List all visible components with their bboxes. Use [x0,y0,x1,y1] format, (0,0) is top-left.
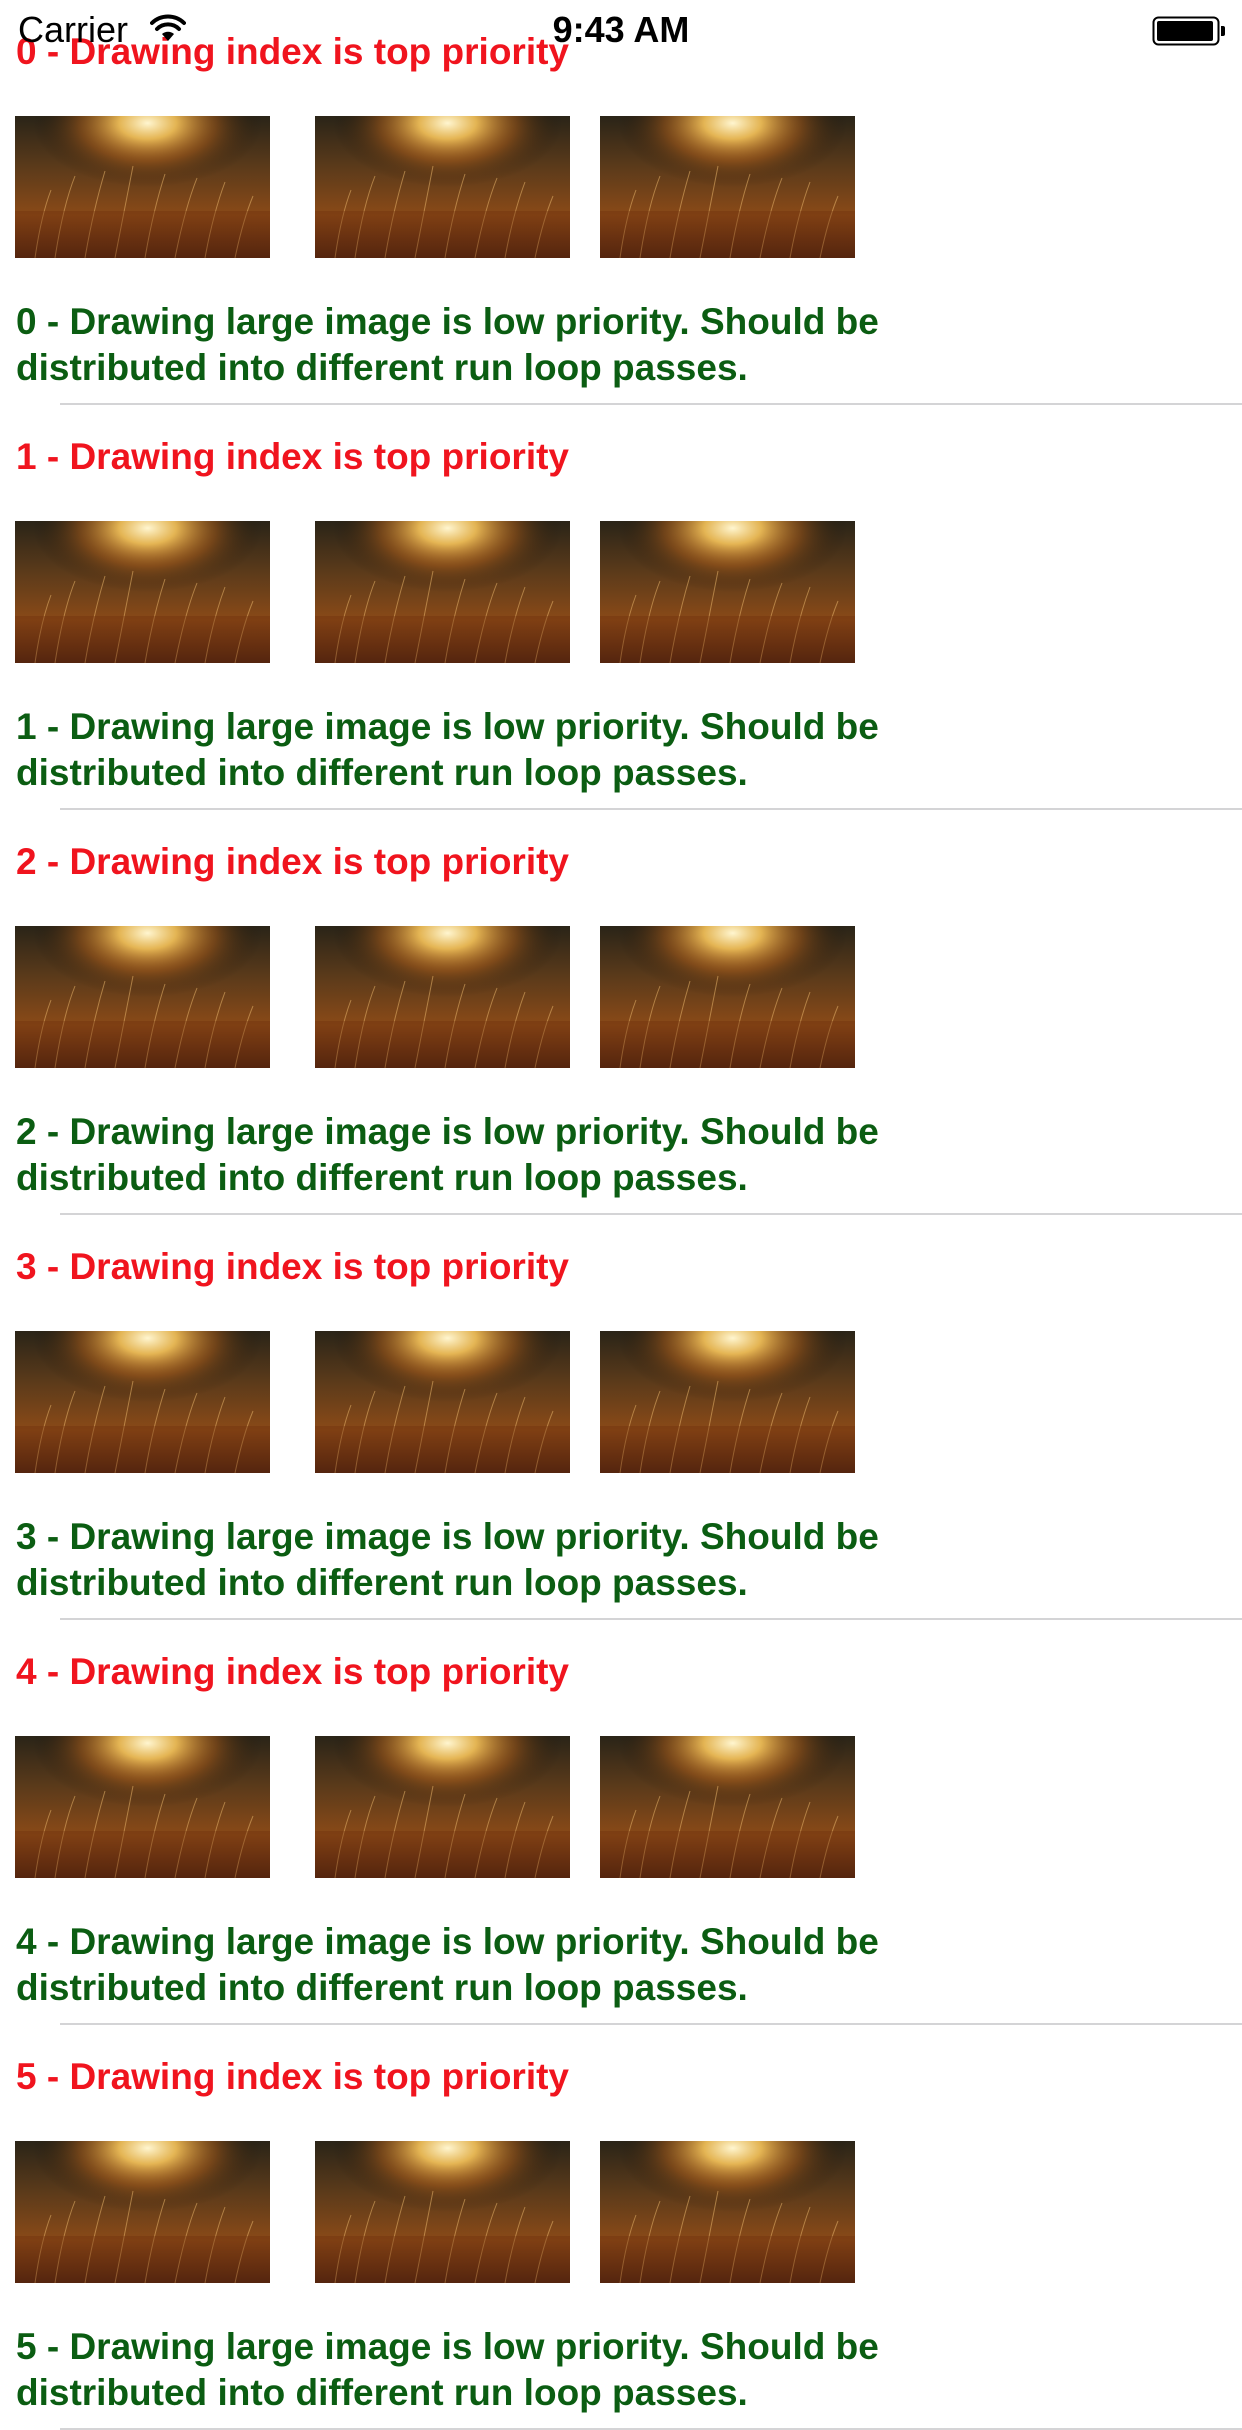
wheat-photo [15,1736,270,1878]
table-row[interactable]: 5 - Drawing index is top priority [0,2025,1242,2430]
cell-description: 0 - Drawing large image is low priority.… [16,301,879,388]
wheat-photo [315,116,570,258]
wheat-photo [315,521,570,663]
battery-icon [1152,16,1226,46]
cell-description: 3 - Drawing large image is low priority.… [16,1516,879,1603]
row-separator [60,403,1242,405]
wheat-photo [600,116,855,258]
wheat-photo [315,1331,570,1473]
cell-description: 2 - Drawing large image is low priority.… [16,1111,879,1198]
cell-description: 5 - Drawing large image is low priority.… [16,2326,879,2413]
wheat-photo [315,2141,570,2283]
row-separator [60,808,1242,810]
cell-description: 1 - Drawing large image is low priority.… [16,706,879,793]
cell-title: 3 - Drawing index is top priority [16,1246,570,1287]
cell-title: 0 - Drawing index is top priority [16,31,570,72]
wheat-photo [600,521,855,663]
status-bar: Carrier 9:43 AM [0,0,1242,60]
cell-title: 2 - Drawing index is top priority [16,841,570,882]
wheat-photo [15,521,270,663]
row-separator [60,1213,1242,1215]
wifi-icon [150,14,186,42]
row-separator [60,2023,1242,2025]
wheat-photo [600,2141,855,2283]
table-row[interactable]: 0 - Drawing index is top priority [0,0,1242,405]
wheat-photo [600,1331,855,1473]
cell-title: 1 - Drawing index is top priority [16,436,570,477]
wheat-photo [15,1331,270,1473]
cell-title: 5 - Drawing index is top priority [16,2056,570,2097]
wheat-photo [600,926,855,1068]
wheat-photo [15,2141,270,2283]
wheat-photo [315,1736,570,1878]
clock-label: 9:43 AM [552,9,690,50]
wheat-photo [315,926,570,1068]
table-row[interactable]: 1 - Drawing index is top priority [0,405,1242,810]
cell-description: 4 - Drawing large image is low priority.… [16,1921,879,2008]
row-separator [60,1618,1242,1620]
carrier-label: Carrier [18,9,129,50]
wheat-photo [15,926,270,1068]
wheat-photo [600,1736,855,1878]
table-row[interactable]: 3 - Drawing index is top priority [0,1215,1242,1620]
table-row[interactable]: 2 - Drawing index is top priority [0,810,1242,1215]
table-row[interactable]: 4 - Drawing index is top priority [0,1620,1242,2025]
wheat-photo [15,116,270,258]
cell-title: 4 - Drawing index is top priority [16,1651,570,1692]
